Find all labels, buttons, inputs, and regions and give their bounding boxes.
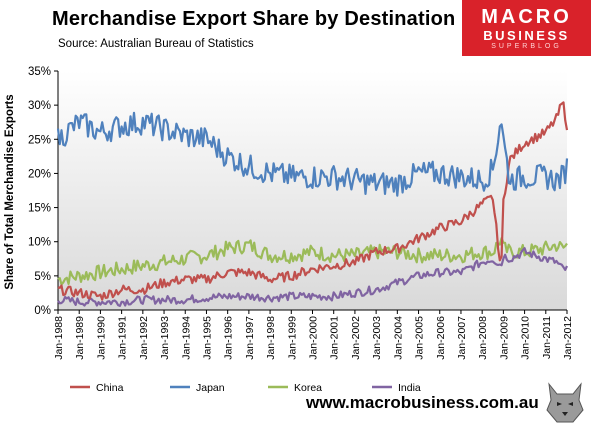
x-tick-label: Jan-1990: [95, 316, 107, 360]
y-tick-label: 20%: [28, 168, 51, 180]
legend-label-india: India: [398, 382, 421, 394]
wolf-logo-icon: [543, 380, 587, 424]
legend-label-japan: Japan: [196, 382, 225, 394]
x-tick-label: Jan-1989: [74, 316, 86, 360]
legend: China Japan Korea India: [70, 382, 421, 394]
x-tick-label: Jan-2005: [414, 316, 426, 360]
series-line-korea: [57, 237, 568, 286]
x-tick-label: Jan-1995: [201, 316, 213, 360]
website-link[interactable]: www.macrobusiness.com.au: [306, 393, 539, 412]
y-tick-label: 25%: [28, 134, 51, 146]
series-layer: [56, 101, 569, 307]
x-tick-label: Jan-2007: [456, 316, 468, 360]
x-tick-label: Jan-1997: [244, 316, 256, 360]
macrobusiness-logo: MACRO BUSINESS SUPERBLOG: [462, 0, 591, 56]
x-tick-label: Jan-1996: [223, 316, 235, 360]
x-tick-label: Jan-2010: [520, 316, 532, 360]
x-tick-label: Jan-1994: [180, 316, 192, 360]
x-tick-label: Jan-2006: [435, 316, 447, 360]
x-tick-label: Jan-2002: [350, 316, 362, 360]
x-tick-label: Jan-1999: [286, 316, 298, 360]
x-tick-label: Jan-2008: [477, 316, 489, 360]
y-tick-label: 5%: [34, 271, 51, 283]
plot-area: [58, 71, 567, 310]
y-tick-label: 0%: [34, 305, 51, 317]
series-line-japan: [56, 111, 569, 197]
legend-label-korea: Korea: [294, 382, 322, 394]
x-tick-label: Jan-1991: [117, 316, 129, 360]
x-tick-label: Jan-1992: [138, 316, 150, 360]
axes: 0% 5% 10% 15% 20% 25% 30% 35% Jan-1988 Jan-1989 Ja…: [28, 66, 574, 360]
x-tick-label: Jan-2011: [541, 316, 553, 359]
legend-label-china: China: [96, 382, 124, 394]
y-tick-label: 15%: [28, 203, 51, 215]
chart-source: Source: Australian Bureau of Statistics: [58, 38, 254, 50]
series-line-india: [57, 247, 568, 307]
y-tick-label: 30%: [28, 100, 51, 112]
logo-line-2: BUSINESS: [483, 28, 570, 43]
x-tick-label: Jan-1988: [53, 316, 65, 360]
x-tick-label: Jan-2004: [392, 316, 404, 360]
y-axis-label: Share of Total Merchandise Exports: [4, 94, 16, 289]
x-tick-label: Jan-2009: [498, 316, 510, 360]
x-tick-label: Jan-2000: [308, 316, 320, 360]
y-tick-label: 35%: [28, 66, 51, 78]
logo-line-1: MACRO: [481, 6, 572, 28]
y-tick-label: 10%: [28, 237, 51, 249]
x-tick-label: Jan-2003: [371, 316, 383, 360]
x-tick-label: Jan-1998: [265, 316, 277, 360]
logo-line-3: SUPERBLOG: [491, 43, 562, 50]
chart-title: Merchandise Export Share by Destination: [52, 8, 456, 30]
series-line-china: [57, 101, 569, 301]
x-tick-label: Jan-2012: [562, 316, 574, 360]
x-tick-label: Jan-2001: [329, 316, 341, 360]
x-tick-label: Jan-1993: [159, 316, 171, 360]
